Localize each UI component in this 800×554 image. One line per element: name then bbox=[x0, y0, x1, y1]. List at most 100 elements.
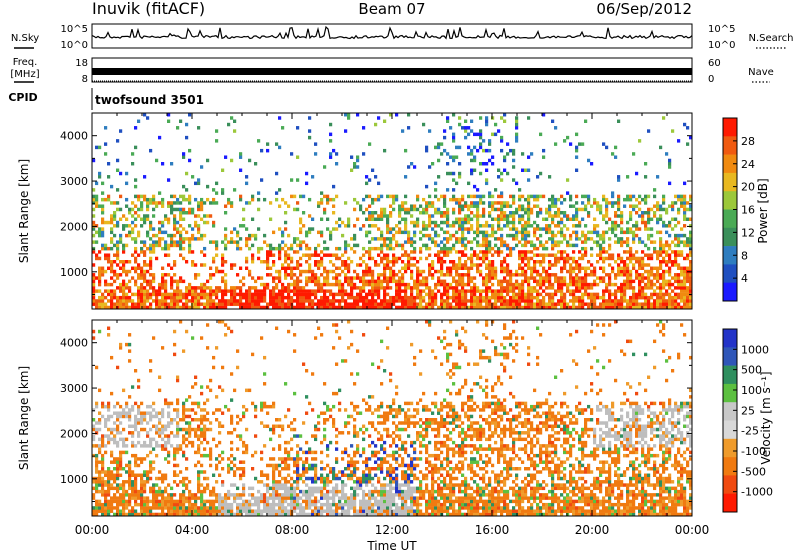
heatmap-cell bbox=[164, 214, 168, 218]
heatmap-cell bbox=[125, 286, 129, 290]
heatmap-cell bbox=[134, 292, 138, 297]
heatmap-cell bbox=[338, 282, 342, 287]
heatmap-cell bbox=[425, 227, 429, 231]
heatmap-cell bbox=[506, 224, 510, 228]
heatmap-cell bbox=[500, 299, 504, 303]
heatmap-cell bbox=[173, 201, 177, 205]
heatmap-cell bbox=[509, 204, 513, 208]
heatmap-cell bbox=[554, 289, 558, 293]
heatmap-cell bbox=[431, 240, 435, 244]
heatmap-cell bbox=[146, 201, 150, 205]
heatmap-cell bbox=[683, 233, 687, 238]
heatmap-cell bbox=[278, 279, 282, 284]
heatmap-cell bbox=[479, 263, 483, 267]
heatmap-cell bbox=[245, 299, 249, 303]
heatmap-cell bbox=[605, 201, 609, 205]
heatmap-cell bbox=[485, 230, 489, 235]
heatmap-cell bbox=[194, 418, 198, 422]
heatmap-cell bbox=[110, 509, 114, 513]
heatmap-cell bbox=[251, 260, 255, 264]
heatmap-cell bbox=[221, 279, 225, 284]
heatmap-cell bbox=[527, 279, 531, 284]
heatmap-cell bbox=[239, 302, 243, 306]
heatmap-cell bbox=[638, 207, 642, 212]
heatmap-cell bbox=[437, 276, 441, 280]
heatmap-cell bbox=[137, 502, 141, 507]
heatmap-cell bbox=[686, 273, 690, 277]
heatmap-cell bbox=[167, 243, 171, 248]
heatmap-cell bbox=[647, 129, 651, 133]
heatmap-cell bbox=[233, 470, 237, 474]
heatmap-cell bbox=[185, 260, 189, 264]
heatmap-cell bbox=[143, 305, 147, 310]
heatmap-cell bbox=[347, 269, 351, 274]
heatmap-cell bbox=[116, 509, 120, 513]
heatmap-cell bbox=[365, 263, 369, 267]
heatmap-cell bbox=[542, 279, 546, 284]
heatmap-cell bbox=[530, 295, 534, 300]
heatmap-cell bbox=[428, 237, 432, 241]
heatmap-cell bbox=[533, 266, 537, 270]
heatmap-cell bbox=[185, 211, 189, 215]
heatmap-cell bbox=[533, 194, 537, 199]
heatmap-cell bbox=[386, 260, 390, 264]
heatmap-cell bbox=[146, 512, 150, 517]
heatmap-cell bbox=[137, 295, 141, 300]
heatmap-cell bbox=[110, 496, 114, 500]
heatmap-cell bbox=[563, 292, 567, 297]
heatmap-cell bbox=[482, 240, 486, 244]
heatmap-cell bbox=[443, 292, 447, 297]
heatmap-cell bbox=[227, 299, 231, 303]
heatmap-cell bbox=[584, 266, 588, 270]
heatmap-cell bbox=[395, 282, 399, 287]
heatmap-cell bbox=[644, 220, 648, 225]
heatmap-cell bbox=[359, 289, 363, 293]
heatmap-cell bbox=[662, 292, 666, 297]
heatmap-cell bbox=[281, 230, 285, 235]
heatmap-cell bbox=[419, 269, 423, 274]
heatmap-cell bbox=[158, 427, 162, 432]
heatmap-cell bbox=[167, 509, 171, 513]
heatmap-cell bbox=[155, 240, 159, 244]
heatmap-cell bbox=[131, 207, 135, 212]
heatmap-cell bbox=[440, 152, 444, 156]
heatmap-cell bbox=[386, 292, 390, 297]
heatmap-cell bbox=[92, 299, 96, 303]
heatmap-cell bbox=[218, 473, 222, 477]
heatmap-cell bbox=[500, 201, 504, 205]
heatmap-cell bbox=[659, 253, 663, 257]
heatmap-cell bbox=[152, 483, 156, 487]
heatmap-cell bbox=[617, 273, 621, 277]
heatmap-cell bbox=[668, 220, 672, 225]
heatmap-cell bbox=[200, 483, 204, 487]
heatmap-cell bbox=[245, 266, 249, 270]
heatmap-cell bbox=[155, 233, 159, 238]
heatmap-cell bbox=[287, 289, 291, 293]
heatmap-cell bbox=[293, 194, 297, 199]
heatmap-cell bbox=[680, 240, 684, 244]
heatmap-cell bbox=[122, 388, 126, 393]
heatmap-cell bbox=[476, 305, 480, 310]
heatmap-cell bbox=[140, 299, 144, 303]
heatmap-cell bbox=[476, 243, 480, 248]
heatmap-cell bbox=[533, 243, 537, 248]
heatmap-cell bbox=[209, 295, 213, 300]
heatmap-cell bbox=[368, 289, 372, 293]
heatmap-cell bbox=[308, 135, 312, 140]
heatmap-cell bbox=[245, 240, 249, 244]
heatmap-cell bbox=[152, 512, 156, 517]
heatmap-cell bbox=[98, 171, 102, 176]
heatmap-cell bbox=[278, 256, 282, 261]
heatmap-cell bbox=[176, 220, 180, 225]
heatmap-cell bbox=[197, 227, 201, 231]
heatmap-cell bbox=[497, 224, 501, 228]
heatmap-cell bbox=[668, 295, 672, 300]
heatmap-cell bbox=[680, 250, 684, 254]
heatmap-cell bbox=[449, 273, 453, 277]
heatmap-cell bbox=[449, 126, 453, 130]
heatmap-cell bbox=[401, 305, 405, 310]
heatmap-cell bbox=[107, 476, 111, 481]
heatmap-cell bbox=[170, 401, 174, 406]
heatmap-cell bbox=[245, 201, 249, 205]
heatmap-cell bbox=[554, 273, 558, 277]
